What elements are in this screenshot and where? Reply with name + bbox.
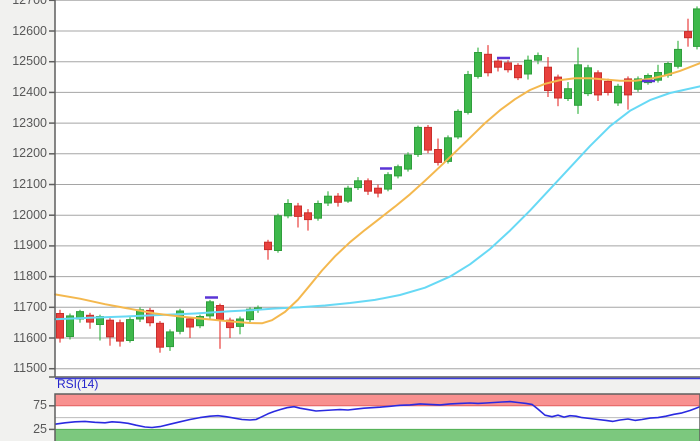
price-tick-label: 12200 bbox=[12, 146, 47, 161]
price-tick-label: 12300 bbox=[12, 115, 47, 130]
rsi-tick-label: 25 bbox=[33, 421, 47, 436]
price-tick-label: 11700 bbox=[13, 299, 47, 314]
price-tick-label: 12500 bbox=[12, 54, 47, 69]
price-tick-label: 11600 bbox=[13, 330, 47, 345]
price-tick-label: 12600 bbox=[12, 23, 47, 38]
rsi-indicator-label[interactable]: RSI(14) bbox=[57, 377, 99, 391]
price-tick-label: 12700 bbox=[0, 0, 47, 8]
price-axis: 12700 12600 12500 12400 12300 12200 12100 12000… bbox=[0, 0, 47, 441]
rsi-tick-label: 75 bbox=[33, 398, 47, 413]
price-tick-label: 11900 bbox=[13, 238, 47, 253]
price-tick-label: 12100 bbox=[12, 177, 47, 191]
price-tick-label: 12400 bbox=[12, 84, 47, 99]
moving-average-slow-cyan bbox=[54, 85, 700, 321]
price-tick-label: 11800 bbox=[13, 269, 47, 284]
rsi-line bbox=[54, 400, 700, 429]
moving-average-fast-orange bbox=[54, 62, 700, 325]
price-tick-label: 12000 bbox=[12, 207, 47, 222]
price-tick-label: 11500 bbox=[13, 361, 47, 376]
